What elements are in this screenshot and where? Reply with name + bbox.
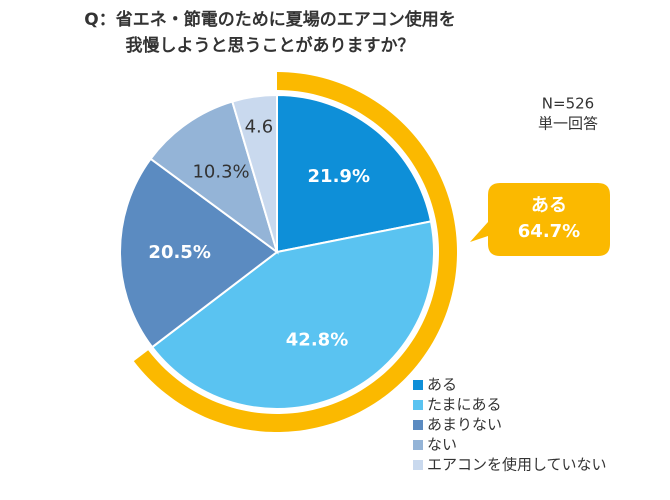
pie-slice: [119, 157, 279, 349]
pie-slice: [276, 93, 433, 254]
legend-label: あまりない: [427, 416, 502, 434]
data-label: 20.5%: [148, 242, 210, 263]
pie-slice: [149, 100, 279, 255]
legend-label: ある: [427, 376, 457, 394]
legend-swatch: [413, 440, 423, 450]
legend-swatch: [413, 380, 423, 390]
data-label: 4.6: [245, 117, 274, 138]
pie-slice: [150, 220, 435, 410]
annotation: N=526: [542, 95, 594, 113]
data-label: 10.3%: [192, 161, 249, 182]
data-label: 42.8%: [286, 330, 348, 351]
chart-title: Q：省エネ・節電のために夏場のエアコン使用を: [84, 9, 455, 30]
chart-title: 我慢しようと思うことがありますか？: [126, 35, 415, 56]
legend-swatch: [413, 420, 423, 430]
pie-slice: [231, 93, 278, 253]
annotation: 単一回答: [538, 115, 598, 133]
callout-text: 64.7%: [518, 221, 580, 242]
callout-box: [470, 183, 610, 256]
legend-swatch: [413, 400, 423, 410]
legend-label: ない: [427, 436, 457, 454]
callout-text: ある: [531, 195, 567, 216]
data-label: 21.9%: [308, 166, 370, 187]
callout: ある 64.7%: [470, 183, 610, 256]
legend-label: エアコンを使用していない: [427, 456, 607, 474]
legend-label: たまにある: [427, 396, 502, 414]
legend-swatch: [413, 460, 423, 470]
